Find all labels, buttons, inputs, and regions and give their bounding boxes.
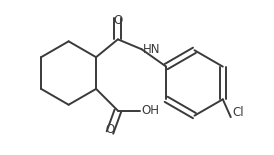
Text: O: O [105,124,115,136]
Text: O: O [113,14,122,27]
Text: OH: OH [142,104,160,117]
Text: HN: HN [143,43,160,56]
Text: Cl: Cl [233,106,244,119]
